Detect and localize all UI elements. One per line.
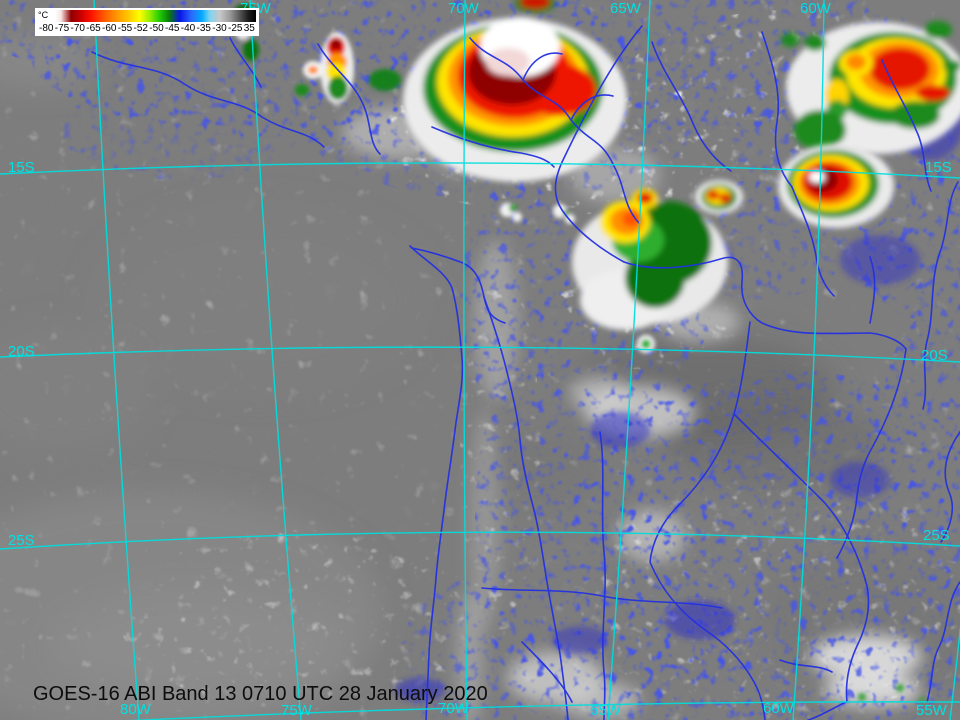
grid-label-15s-right: 15S — [925, 159, 952, 176]
country-border-layer — [91, 25, 960, 720]
colorbar-unit-label: °C — [38, 10, 49, 20]
colorbar-tick: -45 — [165, 23, 180, 34]
colorbar-tick: -52 — [133, 23, 148, 34]
storm-right-15s — [778, 144, 894, 228]
grid-label-20s-left: 20S — [8, 343, 35, 360]
gridline-lon-60w — [792, 0, 825, 720]
gridline-lon-55w — [949, 625, 960, 720]
grid-label-70w-top: 70W — [448, 0, 479, 17]
grid-label-60w-bottom: 60W — [763, 700, 794, 717]
colorbar-tick: -40 — [180, 23, 196, 34]
gridline-lon-75w — [249, 0, 302, 720]
border-chile-coast — [409, 245, 464, 720]
border-andes — [483, 296, 569, 720]
grid-label-80w-bottom: 80W — [120, 701, 151, 718]
grid-label-20s-right: 20S — [921, 347, 948, 364]
gridline-lat-25s — [0, 531, 960, 550]
storm-cluster-top-right — [781, 21, 960, 154]
colorbar-tick: -60 — [102, 23, 117, 34]
colorbar-tick: -25 — [228, 23, 243, 34]
gridline-lon-65w — [607, 0, 651, 720]
gridline-lat-20s — [0, 346, 960, 363]
grid-label-65w-bottom: 65W — [590, 702, 621, 719]
small-cells-center — [500, 203, 925, 703]
border-peru-brazil — [554, 25, 643, 263]
colorbar-tick: -35 — [196, 23, 211, 34]
grid-label-55w-bottom: 55W — [916, 702, 947, 719]
storm-cluster-center — [572, 180, 743, 330]
border-argentina-internal — [481, 431, 723, 720]
colorbar-tick: 35 — [243, 23, 255, 34]
grid-label-15s-left: 15S — [8, 159, 35, 176]
border-right-edge — [779, 431, 960, 720]
grid-label-70w-bottom: 70W — [438, 700, 469, 717]
gridline-lat-30s — [128, 701, 960, 720]
border-peru-rivers — [431, 31, 793, 224]
border-paraguay — [649, 321, 907, 720]
grid-label-60w-top: 60W — [800, 0, 831, 17]
colorbar-tick: -55 — [117, 23, 133, 34]
colorbar-tick: -75 — [54, 23, 70, 34]
colorbar-tick-row: -80 -75 -70 -65 -60 -55 -52 -50 -45 -40 … — [39, 23, 255, 34]
colorbar-tick: -80 — [39, 23, 54, 34]
grid-label-65w-top: 65W — [610, 0, 641, 17]
border-peru-bolivia — [411, 247, 506, 324]
gridline-lon-70w — [463, 0, 468, 720]
grid-label-25s-right: 25S — [923, 527, 950, 544]
colorbar-tick: -30 — [212, 23, 227, 34]
temperature-colorbar: °C -80 -75 -70 -65 -60 -55 -52 -50 -45 -… — [35, 8, 259, 36]
border-nw-rivers — [91, 37, 381, 155]
border-bolivia-brazil — [623, 59, 959, 410]
colorbar-gradient — [55, 10, 256, 22]
image-caption: GOES-16 ABI Band 13 0710 UTC 28 January … — [33, 683, 488, 705]
gridline-lon-80w — [93, 0, 140, 720]
colorbar-tick: -70 — [70, 23, 85, 34]
small-cells-west — [234, 4, 401, 104]
grid-label-25s-left: 25S — [8, 532, 35, 549]
grid-label-75w-bottom: 75W — [281, 702, 312, 719]
colorbar-tick: -65 — [86, 23, 101, 34]
colorbar-tick: -50 — [149, 23, 164, 34]
